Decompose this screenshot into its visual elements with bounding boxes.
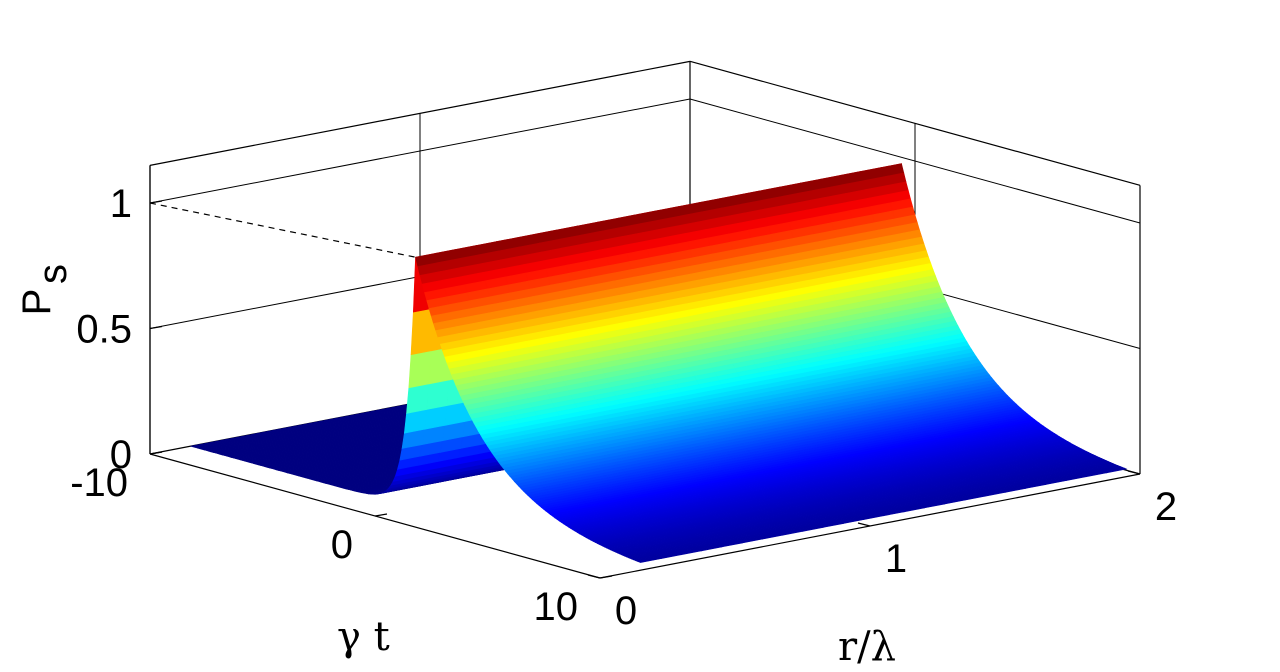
z-tick-mark bbox=[149, 325, 163, 330]
x-tick-label: 2 bbox=[1155, 485, 1177, 529]
x-tick-label: 0 bbox=[615, 589, 637, 633]
y-tick-mark bbox=[374, 513, 388, 517]
x-tick-mark bbox=[587, 574, 601, 579]
y-axis-label: γ t bbox=[337, 614, 390, 660]
x-tick-mark bbox=[1127, 470, 1141, 475]
dashed-guide-line bbox=[149, 202, 416, 258]
surface-patch bbox=[406, 383, 430, 414]
x-tick-label: 1 bbox=[885, 537, 907, 581]
z-tick-mark bbox=[149, 200, 163, 204]
y-tick-label: 10 bbox=[534, 585, 579, 629]
svg-text:P: P bbox=[15, 289, 59, 316]
x-axis-label: r/λ bbox=[838, 624, 896, 670]
top-back-edge bbox=[149, 60, 691, 166]
surface-patch bbox=[408, 350, 432, 389]
surface-patch bbox=[410, 307, 434, 356]
grid-line-z-back bbox=[149, 98, 691, 204]
y-tick-label: 0 bbox=[331, 523, 353, 567]
grid-line-z-side bbox=[689, 98, 1141, 224]
surface-patch bbox=[426, 379, 450, 410]
x-tick-mark bbox=[857, 522, 871, 527]
y-tick-label: -10 bbox=[70, 461, 128, 505]
z-tick-label: 1 bbox=[110, 182, 132, 226]
z-tick-label: 0.5 bbox=[76, 308, 132, 352]
surface-mesh bbox=[190, 163, 1128, 563]
z-axis-label: P s bbox=[15, 264, 75, 315]
top-side-edge bbox=[689, 60, 1141, 186]
svg-text:s: s bbox=[31, 264, 75, 284]
